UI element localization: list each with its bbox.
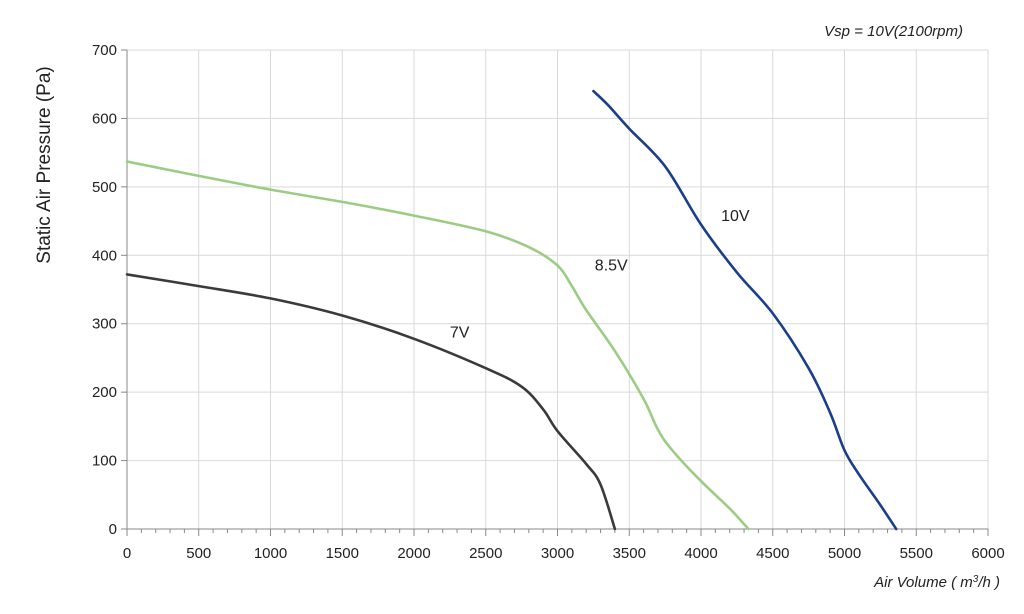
series-labels: 7V 8.5V 10V: [450, 208, 750, 341]
series-line-8-5v: [125, 160, 750, 531]
y-axis-ticks: 0 100 200 300 400 500 600 700: [92, 42, 127, 538]
x-tick-label: 500: [186, 545, 211, 562]
x-tick-label: 1500: [326, 545, 359, 562]
x-tick-label: 5000: [828, 545, 861, 562]
x-axis-ticks: 0 500 1000 1500 2000 2500 3000 3500 4000 4500 5000…: [123, 529, 1005, 562]
x-tick-label: 0: [123, 545, 131, 562]
chart-title: Vsp = 10V(2100rpm): [824, 23, 963, 40]
series-line-7v: [125, 273, 617, 531]
x-tick-label: 1000: [254, 545, 287, 562]
series-label-7v: 7V: [450, 324, 470, 341]
series-label-10v: 10V: [721, 208, 750, 225]
y-tick-label: 600: [92, 110, 117, 127]
y-axis-title: Static Air Pressure (Pa): [34, 66, 55, 263]
x-tick-label: 4000: [684, 545, 717, 562]
y-tick-label: 0: [109, 521, 117, 538]
series-group: [125, 89, 898, 531]
series-line-10v: [592, 89, 898, 531]
x-tick-label: 3500: [613, 545, 646, 562]
series-label-8-5v: 8.5V: [595, 257, 628, 274]
y-tick-label: 100: [92, 453, 117, 470]
x-tick-label: 2000: [397, 545, 430, 562]
y-tick-label: 300: [92, 316, 117, 333]
x-tick-label: 4500: [756, 545, 789, 562]
x-tick-label: 3000: [541, 545, 574, 562]
x-axis-title: Air Volume ( m3/h ): [873, 574, 1000, 591]
x-tick-label: 5500: [900, 545, 933, 562]
y-tick-label: 400: [92, 247, 117, 264]
y-tick-label: 500: [92, 179, 117, 196]
x-tick-label: 2500: [469, 545, 502, 562]
grid: [127, 49, 989, 529]
y-tick-label: 200: [92, 384, 117, 401]
x-tick-label: 6000: [971, 545, 1004, 562]
y-tick-label: 700: [92, 42, 117, 59]
